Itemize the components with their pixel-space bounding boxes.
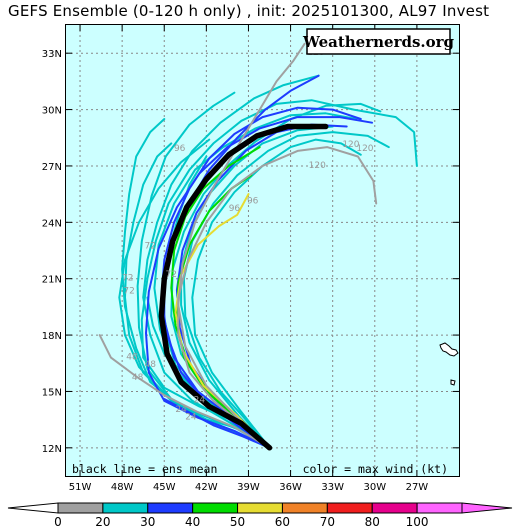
x-tick-label: 27W: [406, 482, 429, 493]
colorbar-segment: [102, 502, 149, 514]
forecast-hour-label: 120: [342, 140, 359, 150]
ensemble-member-line: [98, 334, 271, 449]
ensemble-mean-line: [158, 123, 329, 451]
ensemble-member-line: [177, 146, 378, 449]
x-tick-label: 48W: [111, 482, 134, 493]
ensemble-member-line: [180, 125, 334, 449]
colorbar-tick-label: 100: [406, 515, 429, 529]
forecast-hour-label: 48: [144, 360, 156, 370]
ensemble-member-line: [118, 138, 271, 449]
y-tick-label: 27N: [42, 162, 62, 173]
colorbar-tick-label: 40: [185, 515, 200, 529]
credit-box: Weathernerds.org: [302, 28, 455, 55]
forecast-hour-label: 120: [309, 161, 326, 171]
wind-colorbar: 0 20 30 40 50 60 70 80 100: [7, 502, 513, 529]
forecast-hour-label: 24: [175, 405, 187, 415]
credit-box-frame: [306, 28, 451, 55]
ensemble-member-line: [191, 138, 362, 449]
y-tick-label: 12N: [42, 444, 62, 455]
ensemble-member-line: [177, 42, 306, 449]
island-shape-north: [439, 342, 459, 357]
colorbar-segment: [147, 502, 194, 514]
y-tick-label: 18N: [42, 331, 62, 342]
ensemble-member-line: [142, 74, 320, 449]
colorbar-segment: [326, 502, 373, 514]
x-tick-label: 30W: [363, 482, 386, 493]
x-tick-label: 39W: [237, 482, 260, 493]
colorbar-tick-label: 30: [140, 515, 155, 529]
credit-text: Weathernerds.org: [302, 33, 455, 51]
colorbar-right-arrow: [461, 502, 513, 514]
mean-line-note: black line = ens mean: [72, 462, 217, 476]
colorbar-tick-label: 70: [320, 515, 335, 529]
ensemble-member-tracks: [98, 42, 418, 449]
forecast-hour-labels: 12096120120120969672727272484848242424: [122, 48, 374, 423]
forecast-hour-label: 96: [229, 204, 241, 214]
forecast-hour-label: 24: [194, 396, 206, 406]
forecast-hour-label: 72: [123, 287, 134, 297]
x-tick-label: 42W: [195, 482, 218, 493]
forecast-hour-label: 120: [356, 144, 373, 154]
forecast-hour-label: 48: [132, 373, 144, 383]
colorbar-segment: [57, 502, 104, 514]
color-note: color = max wind (kt): [303, 462, 448, 476]
x-tick-label: 45W: [153, 482, 176, 493]
ocean-background: [66, 25, 459, 476]
colorbar-segment: [281, 502, 328, 514]
colorbar-segment: [416, 502, 463, 514]
y-tick-label: 21N: [42, 275, 62, 286]
colorbar-tick-label: 0: [54, 515, 62, 529]
y-tick-label: 15N: [42, 387, 62, 398]
forecast-hour-label: 96: [174, 144, 186, 154]
forecast-hour-label: 72: [144, 242, 155, 252]
ensemble-member-line: [140, 99, 418, 449]
island-outlines: [439, 342, 459, 386]
x-tick-label: 36W: [279, 482, 302, 493]
y-tick-label: 30N: [42, 106, 62, 117]
colorbar-segment: [192, 502, 239, 514]
colorbar-tick-label: 80: [365, 515, 380, 529]
colorbar-tick-label: 50: [230, 515, 245, 529]
colorbar-tick-label: 60: [275, 515, 290, 529]
chart-title: GEFS Ensemble (0-120 h only) , init: 202…: [8, 2, 490, 20]
ensemble-member-line: [136, 91, 271, 449]
ensemble-member-line: [145, 116, 373, 449]
x-tick-label: 51W: [69, 482, 92, 493]
x-tick-label: 33W: [321, 482, 344, 493]
y-tick-label: 33N: [42, 49, 62, 60]
forecast-hour-label: 24: [185, 413, 197, 423]
colorbar-segment: [237, 502, 283, 514]
y-tick-label: 24N: [42, 218, 62, 229]
ensemble-mean-track: [158, 123, 329, 451]
forecast-hour-label: 72: [122, 274, 133, 284]
colorbar-segment: [371, 502, 418, 514]
forecast-hour-label: 48: [126, 352, 138, 362]
island-shape-south: [450, 379, 456, 386]
axis-ticks: 51W 48W 45W 42W 39W 36W 33W 30W 27W 12N 15N 18N 21N 2…: [42, 25, 459, 493]
colorbar-tick-label: 20: [95, 515, 110, 529]
colorbar-left-arrow: [7, 502, 59, 514]
forecast-hour-label: 96: [247, 197, 259, 207]
forecast-hour-label: 72: [166, 270, 177, 280]
